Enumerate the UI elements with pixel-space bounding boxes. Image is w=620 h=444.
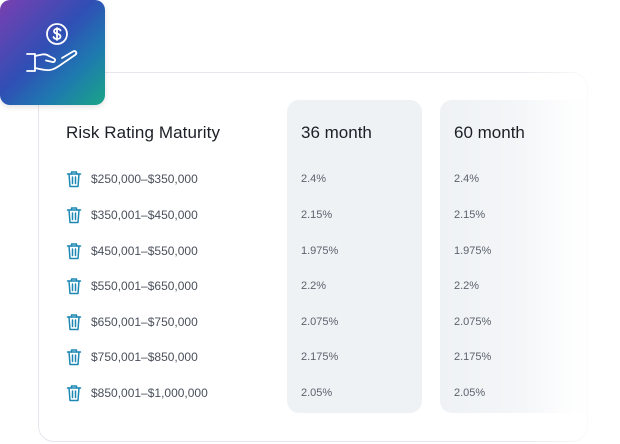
trash-icon [66, 170, 82, 188]
loan-range-label: $250,000–$350,000 [91, 172, 198, 186]
hand-holding-dollar-icon [25, 22, 77, 72]
loan-range-row: $250,000–$350,000 [66, 170, 198, 188]
rate-36-month: 1.975% [301, 245, 339, 257]
loan-range-label: $750,001–$850,000 [91, 350, 198, 364]
loan-range-label: $850,001–$1,000,000 [91, 386, 208, 400]
table-title: Risk Rating Maturity [66, 123, 221, 142]
rate-60-month: 2.05% [454, 387, 486, 399]
rate-36-month: 2.15% [301, 209, 333, 221]
rate-36-month: 2.2% [301, 280, 327, 292]
loan-range-label: $650,001–$750,000 [91, 315, 198, 329]
trash-icon [66, 206, 82, 224]
loan-range-row: $350,001–$450,000 [66, 206, 198, 224]
loan-range-row: $450,001–$550,000 [66, 242, 198, 260]
rate-60-month: 2.15% [454, 209, 486, 221]
column-header-60-month: 60 month [454, 123, 525, 142]
column-header-36-month: 36 month [301, 123, 372, 142]
loan-range-row: $650,001–$750,000 [66, 313, 198, 331]
rate-60-month: 2.4% [454, 173, 480, 185]
rate-36-month: 2.075% [301, 316, 339, 328]
rate-36-month: 2.4% [301, 173, 327, 185]
loan-range-row: $550,001–$650,000 [66, 277, 198, 295]
loan-range-label: $450,001–$550,000 [91, 244, 198, 258]
column-36-month-bg [287, 100, 422, 413]
trash-icon [66, 348, 82, 366]
loan-range-row: $750,001–$850,000 [66, 348, 198, 366]
loan-range-label: $350,001–$450,000 [91, 208, 198, 222]
rate-60-month: 2.075% [454, 316, 492, 328]
trash-icon [66, 277, 82, 295]
logo-tile [0, 0, 105, 105]
loan-range-row: $850,001–$1,000,000 [66, 384, 208, 402]
rate-60-month: 2.2% [454, 280, 480, 292]
rate-60-month: 1.975% [454, 245, 492, 257]
rate-36-month: 2.05% [301, 387, 333, 399]
rate-36-month: 2.175% [301, 351, 339, 363]
trash-icon [66, 242, 82, 260]
trash-icon [66, 313, 82, 331]
loan-range-label: $550,001–$650,000 [91, 279, 198, 293]
trash-icon [66, 384, 82, 402]
rate-60-month: 2.175% [454, 351, 492, 363]
